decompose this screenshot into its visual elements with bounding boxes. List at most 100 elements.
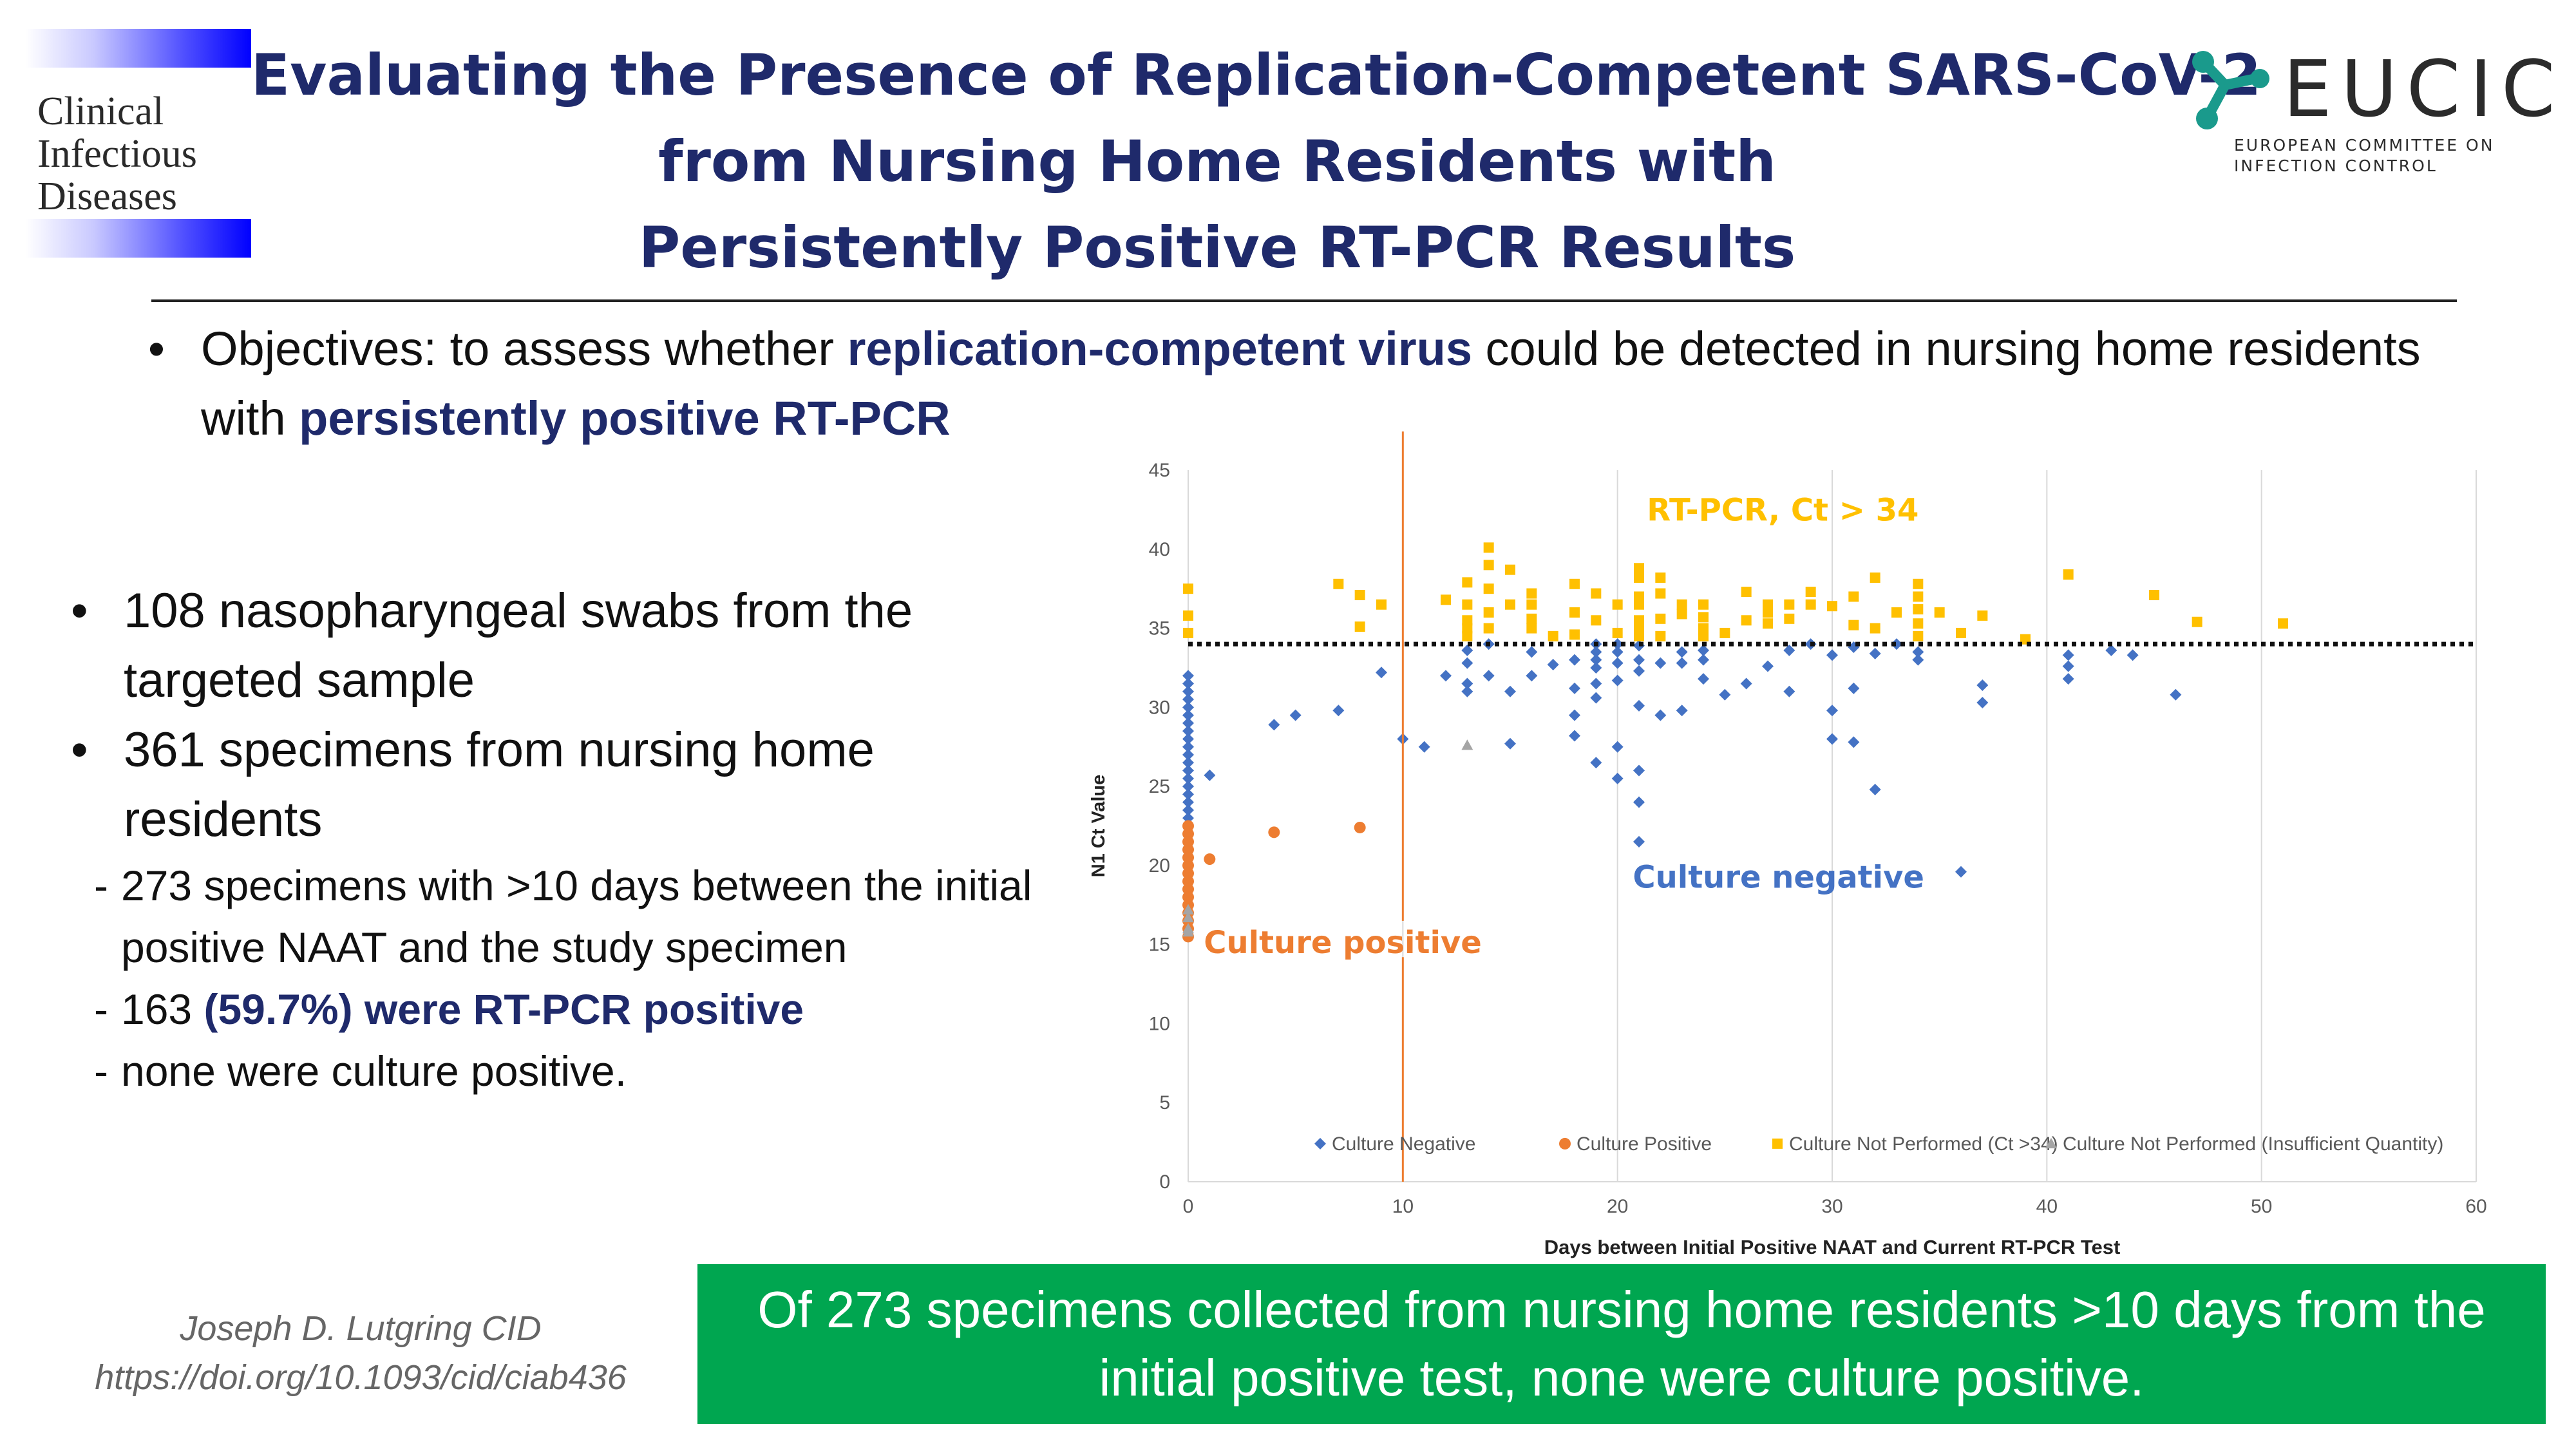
point-ct-over-34 xyxy=(1848,620,1859,630)
point-ct-over-34 xyxy=(1913,578,1924,589)
y-axis-label: N1 Ct Value xyxy=(1088,775,1109,878)
objectives: • Objectives: to assess whether replicat… xyxy=(148,314,2467,453)
point-ct-over-34 xyxy=(1698,630,1709,641)
point-culture-negative xyxy=(1182,725,1194,737)
point-ct-over-34 xyxy=(1548,630,1558,641)
annotation-culture-positive: Culture positive xyxy=(1204,925,1482,961)
point-ct-over-34 xyxy=(1655,588,1666,599)
point-ct-over-34 xyxy=(2192,616,2202,627)
point-culture-negative xyxy=(1590,661,1602,674)
point-culture-negative xyxy=(1182,781,1194,793)
point-culture-negative xyxy=(1633,665,1645,677)
point-ct-over-34 xyxy=(1354,589,1365,600)
objectives-text-part: Objectives: to assess whether xyxy=(201,322,848,375)
eucic-sub-line: INFECTION CONTROL xyxy=(2234,156,2438,175)
scatter-chart: 0 10 20 30 40 50 60 0 5 10 15 20 25 30 35 40 45 RT-PCR, … xyxy=(1056,431,2563,1258)
point-culture-negative xyxy=(1633,699,1645,712)
legend-label: Culture Not Performed (Insufficient Quan… xyxy=(2063,1133,2443,1155)
point-culture-negative xyxy=(1698,644,1709,656)
point-ct-over-34 xyxy=(1462,615,1473,626)
point-culture-negative xyxy=(1611,638,1624,650)
point-culture-negative xyxy=(1826,705,1838,717)
point-culture-positive xyxy=(1268,826,1280,838)
legend-marker xyxy=(1559,1137,1571,1150)
point-ct-over-34 xyxy=(1441,594,1451,605)
point-culture-negative xyxy=(1869,647,1881,659)
point-ct-over-34 xyxy=(1634,572,1644,583)
point-ct-over-34 xyxy=(1462,630,1473,641)
findings-list: • 108 nasopharyngeal swabs from the targ… xyxy=(64,576,1069,1102)
point-culture-negative xyxy=(1848,736,1860,748)
journal-logo-line: Diseases xyxy=(37,175,177,218)
tick-labels: 0 10 20 30 40 50 60 0 5 10 15 20 25 30 35 40 45 xyxy=(1149,460,2487,1217)
dash: - xyxy=(94,862,108,909)
point-ct-over-34 xyxy=(1183,627,1193,638)
legend-marker xyxy=(1772,1138,1783,1149)
point-culture-negative xyxy=(1633,654,1645,666)
objectives-highlight: replication-competent virus xyxy=(847,322,1472,375)
point-culture-negative xyxy=(2062,673,2074,685)
annotation-ct-over-34: RT-PCR, Ct > 34 xyxy=(1647,493,1918,529)
objectives-text: Objectives: to assess whether replicatio… xyxy=(201,314,2467,453)
point-culture-negative xyxy=(1504,685,1516,697)
point-culture-negative xyxy=(1826,733,1838,745)
point-insufficient-quantity xyxy=(1182,904,1194,914)
point-ct-over-34 xyxy=(1913,618,1924,629)
legend: Culture Negative Culture Positive Culture … xyxy=(1314,1133,2443,1155)
point-ct-over-34 xyxy=(1719,627,1730,638)
point-ct-over-34 xyxy=(1483,583,1494,594)
point-culture-negative xyxy=(1461,644,1473,656)
chart-svg: 0 10 20 30 40 50 60 0 5 10 15 20 25 30 35 40 45 RT-PCR, … xyxy=(1088,431,2487,1258)
legend-label: Culture Not Performed (Ct >34) xyxy=(1789,1133,2058,1155)
list-item: • 108 nasopharyngeal swabs from the targ… xyxy=(64,576,1069,715)
x-tick-label: 10 xyxy=(1392,1196,1414,1217)
point-culture-negative xyxy=(1182,772,1194,784)
point-culture-negative xyxy=(1891,638,1902,650)
journal-logo-text: Clinical Infectious Diseases xyxy=(37,90,197,218)
point-ct-over-34 xyxy=(1483,542,1494,553)
point-ct-over-34 xyxy=(1805,587,1816,598)
point-culture-negative xyxy=(1182,701,1194,714)
logo-gradient-bar-bottom xyxy=(26,219,251,258)
point-culture-negative xyxy=(1182,709,1194,721)
point-culture-negative xyxy=(1912,654,1924,666)
point-culture-negative xyxy=(1418,741,1430,753)
point-culture-negative xyxy=(1590,654,1602,666)
bullet: • xyxy=(148,322,165,375)
point-ct-over-34 xyxy=(1977,610,1988,621)
point-culture-negative xyxy=(2062,660,2074,672)
point-ct-over-34 xyxy=(1870,623,1880,634)
point-ct-over-34 xyxy=(1612,599,1623,610)
objectives-text-part: could be detected in nursing home reside… xyxy=(201,322,2421,445)
point-culture-negative xyxy=(2126,649,2139,661)
point-ct-over-34 xyxy=(1784,613,1795,624)
point-ct-over-34 xyxy=(1934,607,1945,618)
point-culture-negative xyxy=(1611,646,1624,658)
point-culture-negative xyxy=(1268,719,1280,731)
y-tick-label: 0 xyxy=(1159,1171,1170,1193)
point-culture-negative xyxy=(1376,667,1387,679)
point-culture-negative xyxy=(1440,670,1452,682)
eucic-sub-line: EUROPEAN COMMITTEE ON xyxy=(2234,136,2495,155)
point-culture-negative xyxy=(1611,741,1624,753)
point-culture-negative xyxy=(1676,705,1688,717)
point-culture-negative xyxy=(1633,836,1645,848)
sub-item: - 163 (59.7%) were RT-PCR positive xyxy=(64,978,1069,1040)
journal-logo-line: Clinical xyxy=(37,90,164,133)
point-ct-over-34 xyxy=(1913,604,1924,615)
point-ct-over-34 xyxy=(1526,588,1537,599)
point-ct-over-34 xyxy=(1870,572,1880,583)
point-culture-negative xyxy=(1740,677,1752,690)
title-line-3: Persistently Positive RT-PCR Results xyxy=(638,214,1796,281)
point-ct-over-34 xyxy=(1698,599,1709,610)
point-ct-over-34 xyxy=(1462,577,1473,588)
list-item-text: 361 specimens from nursing home resident… xyxy=(124,723,875,847)
point-culture-negative xyxy=(1182,694,1194,706)
doi-link[interactable]: https://doi.org/10.1093/cid/ciab436 xyxy=(95,1358,627,1397)
takeaway-box: Of 273 specimens collected from nursing … xyxy=(697,1264,2546,1424)
point-ct-over-34 xyxy=(2278,618,2288,629)
point-culture-negative xyxy=(1504,737,1516,750)
point-ct-over-34 xyxy=(1676,599,1687,610)
point-ct-over-34 xyxy=(1483,560,1494,571)
point-culture-negative xyxy=(1783,685,1795,697)
